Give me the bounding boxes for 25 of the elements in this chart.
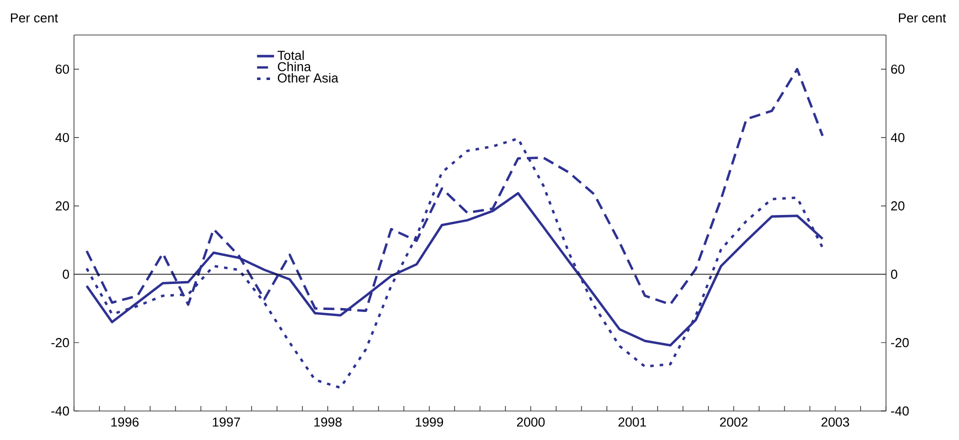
y-tick-label: 0: [62, 270, 69, 279]
legend-label: Total: [278, 50, 304, 60]
x-tick-label: 2002: [720, 417, 748, 427]
y-tick-label: 60: [56, 64, 69, 74]
y2-tick-label: -40: [891, 406, 909, 416]
y2-tick-label: 20: [891, 201, 904, 210]
y2-tick-label: 60: [891, 64, 904, 74]
legend-label: China: [278, 62, 312, 72]
y2-axis-title: Per cent: [898, 13, 946, 22]
x-tick-label: 1996: [111, 417, 139, 427]
y2-tick-label: -20: [891, 338, 909, 348]
x-tick-label: 1998: [314, 417, 342, 427]
y-tick-label: 40: [55, 132, 69, 142]
x-tick-label: 2003: [822, 417, 850, 427]
y-axis-title: Per cent: [10, 13, 58, 22]
y-tick-label: -20: [51, 338, 69, 348]
x-tick-label: 2001: [618, 417, 646, 427]
legend-label: Other Asia: [278, 73, 338, 83]
y2-tick-label: 40: [890, 132, 904, 142]
y-tick-label: 20: [56, 201, 69, 210]
x-tick-label: 1999: [416, 417, 444, 427]
y-tick-label: -40: [51, 406, 69, 416]
x-tick-label: 1997: [212, 417, 240, 427]
y2-tick-label: 0: [891, 270, 898, 279]
x-tick-label: 2000: [517, 417, 545, 427]
